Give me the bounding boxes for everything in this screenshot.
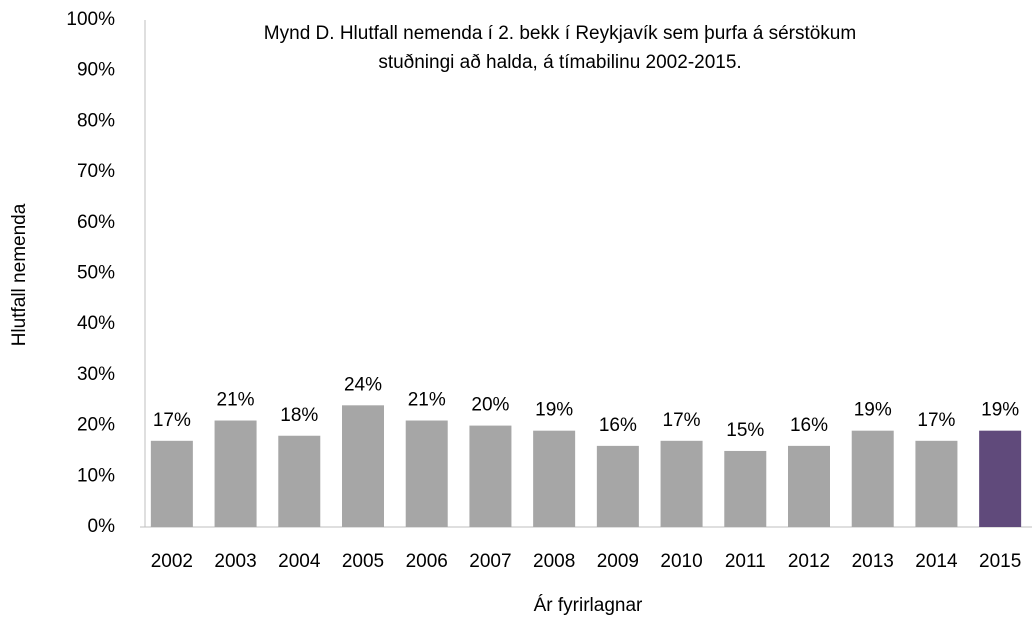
data-label: 17%: [663, 410, 701, 431]
x-tick-label: 2002: [151, 551, 193, 572]
data-label: 16%: [599, 415, 637, 436]
data-label: 16%: [790, 415, 828, 436]
data-label: 19%: [854, 400, 892, 421]
x-tick-label: 2005: [342, 551, 384, 572]
x-tick-label: 2009: [597, 551, 639, 572]
y-tick-label: 0%: [88, 516, 116, 537]
data-label: 15%: [726, 420, 764, 441]
x-tick-label: 2004: [278, 551, 321, 572]
y-tick-label: 30%: [77, 364, 115, 385]
x-tick-label: 2010: [660, 551, 702, 572]
y-tick-label: 10%: [77, 465, 115, 486]
data-label: 19%: [535, 400, 573, 421]
x-tick-label: 2013: [852, 551, 894, 572]
data-label: 18%: [280, 405, 318, 426]
y-tick-label: 70%: [77, 161, 115, 182]
x-tick-label: 2006: [406, 551, 448, 572]
x-tick-label: 2008: [533, 551, 575, 572]
bar: [979, 430, 1022, 527]
data-label: 21%: [408, 390, 446, 411]
data-label: 20%: [471, 395, 509, 416]
chart-title: Mynd D. Hlutfall nemenda í 2. bekk í Rey…: [264, 23, 856, 44]
bar: [469, 425, 512, 527]
bar: [596, 445, 639, 527]
bar: [214, 420, 257, 527]
y-tick-label: 20%: [77, 415, 115, 436]
bar: [150, 440, 193, 527]
x-tick-label: 2015: [979, 551, 1021, 572]
y-axis-label: Hlutfall nemenda: [9, 203, 30, 346]
data-label: 24%: [344, 374, 382, 395]
x-tick-label: 2003: [214, 551, 256, 572]
x-tick-label: 2012: [788, 551, 830, 572]
y-tick-label: 80%: [77, 110, 115, 131]
bar: [278, 435, 321, 527]
y-tick-label: 40%: [77, 313, 115, 334]
x-tick-label: 2007: [469, 551, 511, 572]
y-tick-label: 100%: [66, 9, 115, 30]
x-tick-label: 2011: [725, 551, 766, 572]
y-tick-label: 90%: [77, 60, 115, 81]
chart-title: stuðningi að halda, á tímabilinu 2002-20…: [378, 52, 741, 73]
x-tick-label: 2014: [915, 551, 958, 572]
bar: [788, 445, 830, 527]
data-label: 17%: [153, 410, 191, 431]
data-label: 19%: [981, 400, 1019, 421]
bar: [724, 450, 767, 527]
bar: [660, 440, 703, 527]
bar: [915, 440, 958, 527]
data-label: 21%: [217, 390, 255, 411]
y-tick-label: 50%: [77, 263, 115, 284]
bar: [533, 430, 576, 527]
bar: [851, 430, 894, 527]
bar: [342, 405, 384, 527]
data-label: 17%: [917, 410, 955, 431]
x-axis-label: Ár fyrirlagnar: [534, 595, 643, 616]
bar: [405, 420, 448, 527]
y-tick-label: 60%: [77, 212, 115, 233]
